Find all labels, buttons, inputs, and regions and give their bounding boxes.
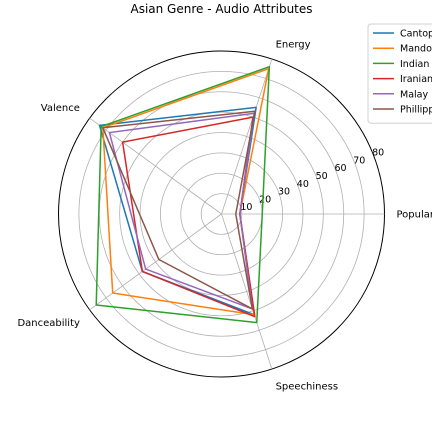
legend-label-indian: Indian [400,59,429,70]
series-line-phillippine [102,110,256,310]
radial-tick-50: 50 [316,171,328,182]
radial-tick-20: 20 [259,194,271,205]
axis-label-energy: Energy [276,40,311,51]
radial-tick-30: 30 [278,187,290,198]
legend-label-malay: Malay [400,89,428,100]
axis-labels: Popularity Energy Valence Danceability Speec… [17,40,432,393]
legend-label-mandopop: Mandopop [400,44,432,55]
series-line-iranian [121,116,256,318]
axis-label-valence: Valence [41,103,80,114]
axis-label-popularity: Popularity [397,210,432,221]
radial-tick-10: 10 [240,202,252,213]
radar-spokes [89,58,385,370]
axis-label-danceability: Danceability [17,318,80,329]
legend-label-phillippine: Phillippine [400,105,432,116]
legend-label-iranian: Iranian [400,74,432,85]
radial-tick-70: 70 [353,155,365,166]
radial-tick-80: 80 [372,148,384,159]
legend-label-cantopop: Cantopop [400,29,432,40]
series-line-indian [95,65,271,324]
spoke-danceability [89,213,222,311]
chart-title: Asian Genre - Audio Attributes [130,2,312,16]
axis-label-speechiness: Speechiness [276,381,339,392]
radial-tick-60: 60 [334,163,346,174]
series-line-cantopop [98,106,257,316]
radial-tick-labels: 10 20 30 40 50 60 70 80 [240,148,384,214]
series-lines [95,65,271,324]
radial-tick-40: 40 [297,179,309,190]
spoke-speechiness [221,213,273,370]
spoke-energy [221,58,273,215]
legend: Cantopop Mandopop Indian Iranian Malay Philli… [367,23,432,124]
series-line-mandopop [102,67,270,316]
spoke-valence [89,117,222,215]
